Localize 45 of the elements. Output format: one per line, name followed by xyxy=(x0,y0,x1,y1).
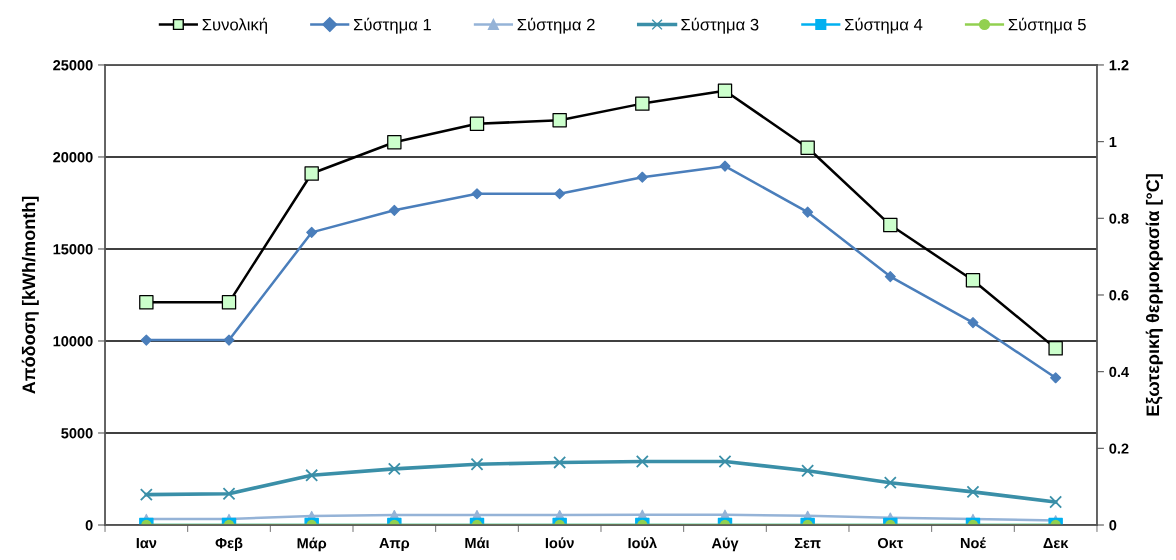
y2-tick-label: 1 xyxy=(1109,136,1117,147)
y-tick-label: 25000 xyxy=(53,60,93,71)
point xyxy=(553,455,567,469)
x-tick-label: Μάι xyxy=(465,537,490,549)
y-axis-title: Απόδοση [kWh/month] xyxy=(21,196,39,394)
y2-tick-label: 0.8 xyxy=(1109,213,1129,224)
y2-tick-label: 0.4 xyxy=(1109,366,1129,378)
point xyxy=(139,488,153,502)
y-tick-label: 20000 xyxy=(53,152,93,163)
point xyxy=(305,468,319,482)
point xyxy=(883,476,897,490)
point xyxy=(387,462,401,476)
legend-label: Σύστημα 5 xyxy=(1008,17,1086,34)
x-tick-label: Σεπ xyxy=(794,538,821,549)
y2-tick-label: 0.6 xyxy=(1109,290,1129,301)
x-tick-label: Φεβ xyxy=(215,537,243,552)
y-tick-label: 5000 xyxy=(61,428,93,439)
y2-tick-label: 1.2 xyxy=(1109,60,1129,71)
y2-axis-title: Εξωτερική θερμοκρασία [°C] xyxy=(1145,174,1163,416)
legend-label: Σύστημα 2 xyxy=(517,17,595,34)
x-tick-label: Αύγ xyxy=(711,537,739,552)
x-tick-label: Δεκ xyxy=(1043,538,1069,549)
point xyxy=(635,455,649,468)
point xyxy=(222,487,236,501)
y-tick-label: 15000 xyxy=(53,244,93,255)
legend-label: Σύστημα 1 xyxy=(353,17,431,34)
x-tick-label: Μάρ xyxy=(297,537,327,552)
point xyxy=(966,485,980,499)
legend-label: Σύστημα 3 xyxy=(681,17,759,34)
point xyxy=(470,457,484,471)
x-tick-label: Απρ xyxy=(379,538,410,552)
point xyxy=(1049,495,1063,509)
legend-label: Συνολική xyxy=(202,17,267,34)
y2-tick-label: 0 xyxy=(1109,520,1117,531)
point xyxy=(801,464,815,478)
y2-tick-label: 0.2 xyxy=(1109,443,1129,454)
x-tick-label: Νοέ xyxy=(960,537,987,549)
x-tick-label: Ιούν xyxy=(545,537,574,549)
x-tick-label: Οκτ xyxy=(877,537,904,549)
legend-label: Σύστημα 4 xyxy=(845,17,923,34)
y-tick-label: 0 xyxy=(85,520,93,531)
x-tick-label: Ιούλ xyxy=(628,537,657,549)
x-tick-label: Ιαν xyxy=(136,538,157,549)
y-tick-label: 10000 xyxy=(53,336,93,347)
point xyxy=(718,455,732,468)
